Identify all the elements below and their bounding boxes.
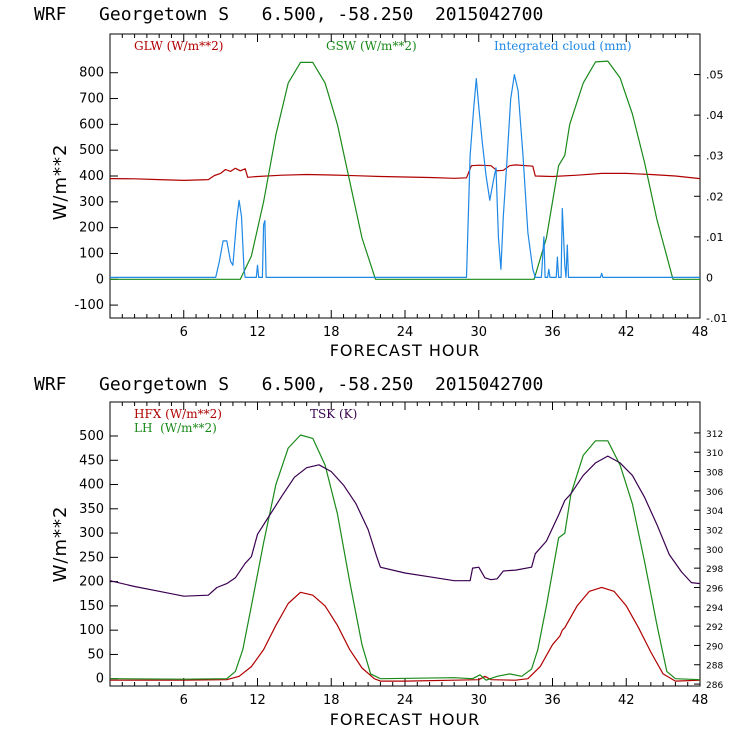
top-y-tick-label: 400 [79, 169, 104, 184]
bottom-y2-tick-label: 308 [706, 469, 723, 479]
bottom-y2-tick-label: 296 [706, 584, 723, 594]
bottom-chart-title: WRF Georgetown S 6.500, -58.250 20150427… [34, 374, 543, 395]
bottom-y2-tick-label: 298 [706, 565, 723, 575]
bottom-y-tick-label: 50 [87, 647, 104, 662]
top-chart-title: WRF Georgetown S 6.500, -58.250 20150427… [34, 4, 543, 25]
top-x-tick-label: 12 [249, 325, 266, 340]
bottom-y-tick-label: 250 [79, 550, 104, 565]
top-y2-tick-label: 0 [706, 271, 713, 284]
top-y-axis-label: W/m**2 [50, 144, 71, 221]
top-series-line-1 [110, 60, 700, 280]
bottom-y-tick-label: 300 [79, 526, 104, 541]
bottom-y-tick-label: 450 [79, 453, 104, 468]
top-x-tick-label: 30 [470, 325, 487, 340]
bottom-y-axis-label: W/m**2 [50, 506, 71, 583]
bottom-series-line-0 [110, 586, 701, 682]
bottom-y-tick-label: 0 [96, 672, 104, 687]
bottom-y2-tick-label: 312 [706, 430, 723, 440]
top-y-tick-label: -100 [74, 298, 104, 313]
bottom-x-tick-label: 30 [470, 693, 487, 708]
top-y2-tick-label: .04 [706, 109, 724, 122]
top-x-axis-label: FORECAST HOUR [330, 341, 481, 360]
top-x-tick-label: 42 [618, 325, 635, 340]
bottom-y2-tick-label: 306 [706, 488, 723, 498]
bottom-y-tick-label: 350 [79, 502, 104, 517]
top-y2-tick-label: .05 [706, 69, 724, 82]
top-plot-frame [109, 33, 701, 319]
top-y2-tick-label: .01 [706, 231, 724, 244]
top-legend-gsw: GSW (W/m**2) [326, 39, 417, 53]
bottom-y2-tick-label: 300 [706, 546, 723, 556]
bottom-y2-tick-label: 310 [706, 449, 723, 459]
top-legend-cloud: Integrated cloud (mm) [494, 39, 632, 53]
top-y-tick-label: 500 [79, 143, 104, 158]
bottom-x-axis-label: FORECAST HOUR [330, 710, 481, 729]
bottom-legend-hfx: HFX (W/m**2) [134, 407, 222, 421]
bottom-y-tick-label: 200 [79, 575, 104, 590]
bottom-x-tick-label: 42 [618, 693, 635, 708]
top-x-tick-label: 48 [692, 325, 709, 340]
bottom-y2-tick-label: 294 [706, 604, 723, 614]
top-x-tick-label: 6 [180, 325, 188, 340]
bottom-y2-tick-label: 288 [706, 662, 723, 672]
top-x-tick-label: 18 [323, 325, 340, 340]
top-legend-glw: GLW (W/m**2) [134, 39, 223, 53]
top-y2-tick-label: -.01 [706, 312, 727, 325]
bottom-y2-tick-label: 302 [706, 527, 723, 537]
bottom-x-tick-label: 12 [249, 693, 266, 708]
top-series-group [109, 60, 701, 280]
bottom-x-tick-label: 18 [323, 693, 340, 708]
bottom-y-tick-label: 150 [79, 599, 104, 614]
bottom-legend-lh: LH (W/m**2) [134, 421, 217, 435]
bottom-y-tick-label: 100 [79, 623, 104, 638]
top-y2-tick-label: .03 [706, 150, 724, 163]
top-y-tick-label: 300 [79, 195, 104, 210]
top-y-tick-label: 600 [79, 117, 104, 132]
bottom-plot-frame [109, 401, 701, 687]
bottom-y2-tick-label: 290 [706, 642, 723, 652]
top-panel: WRF Georgetown S 6.500, -58.250 20150427… [34, 4, 727, 360]
bottom-y2-tick-label: 292 [706, 623, 723, 633]
top-y-tick-label: 200 [79, 221, 104, 236]
bottom-axis-ticks: 6 12 18 24 30 36 42 48 0 50 100 150 200 250 300 350 400 4… [79, 402, 723, 708]
bottom-series-line-2 [109, 455, 701, 597]
bottom-x-tick-label: 36 [544, 693, 561, 708]
top-x-tick-label: 36 [544, 325, 561, 340]
bottom-x-tick-label: 24 [397, 693, 414, 708]
bottom-series-group [109, 434, 701, 682]
bottom-x-tick-label: 6 [180, 693, 188, 708]
top-x-tick-label: 24 [397, 325, 414, 340]
bottom-legend-tsk: TSK (K) [310, 407, 357, 421]
bottom-y-tick-label: 500 [79, 429, 104, 444]
bottom-y2-tick-label: 286 [706, 681, 723, 691]
bottom-y2-tick-label: 304 [706, 507, 723, 517]
top-series-line-0 [109, 164, 701, 181]
top-series-line-2 [110, 74, 700, 278]
bottom-panel: WRF Georgetown S 6.500, -58.250 20150427… [34, 374, 723, 729]
top-y-tick-label: 100 [79, 246, 104, 261]
top-y-tick-label: 700 [79, 92, 104, 107]
bottom-series-line-1 [109, 434, 701, 681]
top-axis-ticks: 6 12 18 24 30 36 42 48 -100 0 100 200 300 400 500 600 70… [74, 34, 727, 340]
top-y-tick-label: 0 [96, 272, 104, 287]
top-y-tick-label: 800 [79, 66, 104, 81]
bottom-y-tick-label: 400 [79, 478, 104, 493]
top-y2-tick-label: .02 [706, 190, 724, 203]
bottom-x-tick-label: 48 [692, 693, 709, 708]
